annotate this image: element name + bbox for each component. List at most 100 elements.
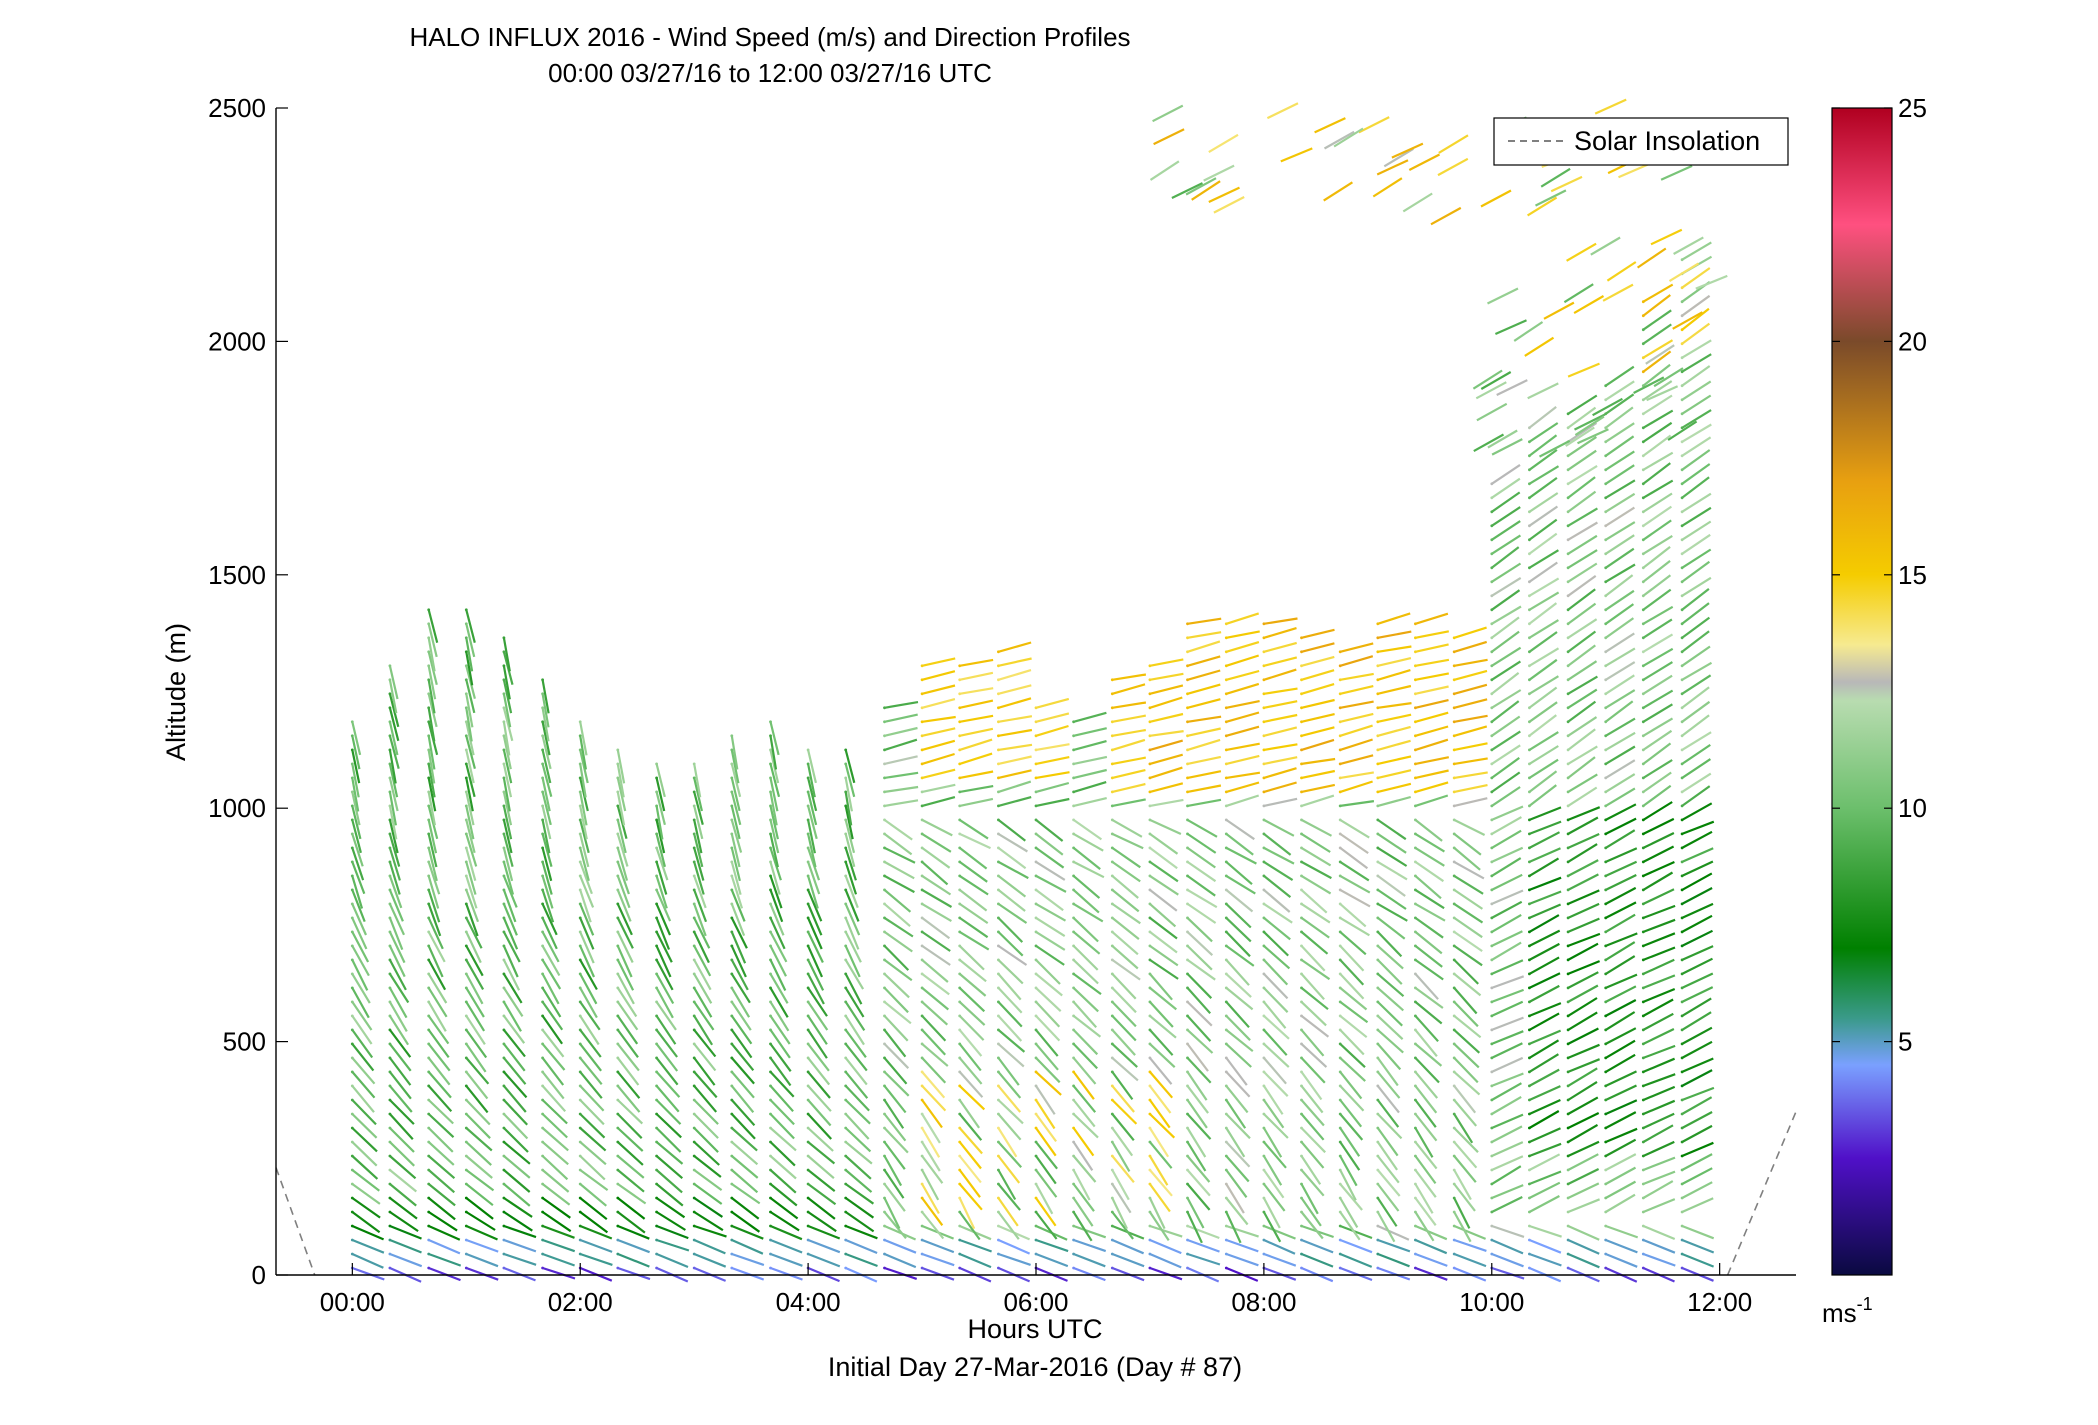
wind-vector-head: [464, 916, 468, 920]
wind-vector-head: [883, 916, 886, 920]
wind-vector-head: [388, 762, 392, 766]
wind-vector-head: [1528, 496, 1531, 500]
wind-vector-head: [1300, 706, 1303, 710]
wind-vector-head: [1604, 608, 1608, 612]
wind-vector: [1035, 1211, 1058, 1240]
wind-vector-head: [1528, 818, 1531, 822]
wind-vector: [730, 1071, 755, 1099]
chart-subtitle: 00:00 03/27/16 to 12:00 03/27/16 UTC: [548, 58, 992, 88]
wind-vector-head: [1641, 972, 1645, 976]
wind-vector: [1414, 1071, 1439, 1099]
wind-vector: [1491, 771, 1521, 793]
wind-vector: [1225, 818, 1255, 841]
wind-vector: [1605, 617, 1635, 639]
wind-vector-head: [1452, 1238, 1456, 1242]
wind-vector-head: [1604, 1056, 1608, 1060]
wind-vector-head: [1680, 1084, 1684, 1088]
wind-vector: [1605, 932, 1638, 947]
wind-vector: [1681, 560, 1711, 583]
solar-insolation-segment: [1726, 1111, 1797, 1276]
wind-vector-head: [655, 874, 658, 878]
wind-vector: [503, 1113, 529, 1140]
wind-vector: [541, 1015, 564, 1045]
wind-vector-head: [1148, 1098, 1152, 1102]
wind-vector-head: [1528, 636, 1531, 640]
wind-vector: [1035, 959, 1061, 985]
wind-vector-head: [883, 1126, 886, 1130]
wind-vector: [465, 1183, 494, 1207]
wind-vector-head: [1604, 1070, 1608, 1074]
wind-vector-head: [769, 1196, 772, 1200]
wind-vector: [1112, 714, 1147, 723]
wind-vector: [388, 903, 406, 936]
wind-vector-head: [1148, 1224, 1152, 1228]
wind-vector-head: [350, 1210, 354, 1214]
wind-vector: [389, 1141, 415, 1167]
wind-vector-head: [1300, 1056, 1303, 1060]
y-tick-label: 0: [252, 1260, 266, 1290]
wind-vector-head: [920, 776, 924, 780]
wind-vector: [541, 735, 552, 770]
wind-vector-head: [427, 1210, 431, 1214]
wind-vector: [1072, 1043, 1098, 1070]
wind-vector: [1186, 1043, 1209, 1072]
wind-vector: [1645, 344, 1675, 365]
wind-vector: [655, 763, 666, 798]
wind-vector-head: [1300, 1070, 1303, 1074]
wind-vector: [1567, 1123, 1599, 1143]
wind-vector: [1528, 549, 1559, 569]
wind-vector: [1186, 1099, 1208, 1129]
wind-vector: [693, 1224, 727, 1238]
wind-vector: [1111, 973, 1137, 1000]
wind-vector: [1415, 1266, 1448, 1281]
wind-vector-head: [1604, 748, 1608, 752]
wind-vector: [579, 1001, 601, 1031]
wind-vector: [1339, 860, 1370, 882]
wind-vector-head: [388, 1252, 392, 1256]
wind-vector-head: [1528, 692, 1531, 696]
wind-vector-head: [1110, 1084, 1114, 1088]
wind-vector-head: [427, 902, 431, 906]
wind-vector-head: [1262, 1014, 1266, 1018]
wind-vector: [655, 1001, 677, 1031]
wind-vector: [1567, 745, 1598, 765]
wind-vector-head: [1566, 1168, 1570, 1172]
wind-vector-head: [578, 1056, 582, 1060]
wind-vector-head: [883, 776, 886, 780]
wind-vector: [959, 727, 994, 737]
wind-vector-head: [997, 846, 1000, 850]
wind-vector: [1372, 177, 1403, 198]
wind-vector-head: [1680, 552, 1684, 556]
wind-vector-head: [1528, 972, 1531, 976]
wind-vector-head: [1452, 972, 1456, 976]
wind-vector: [503, 1099, 529, 1126]
wind-vector: [1414, 1043, 1443, 1067]
wind-vector-head: [1490, 496, 1494, 500]
wind-vector: [1377, 684, 1412, 695]
wind-vector: [1605, 1193, 1636, 1213]
wind-vector: [351, 1071, 376, 1099]
wind-vector-head: [730, 1224, 734, 1228]
wind-vector: [1111, 875, 1139, 899]
wind-vector: [730, 1099, 756, 1127]
wind-vector: [807, 1043, 830, 1072]
wind-vector: [958, 1043, 982, 1072]
wind-vector: [1112, 701, 1147, 709]
wind-vector-head: [350, 986, 354, 990]
wind-vector: [579, 1252, 613, 1266]
wind-vector-head: [1641, 412, 1645, 416]
wind-vector-head: [1072, 804, 1075, 808]
wind-vector: [427, 959, 447, 991]
wind-vector: [807, 1113, 833, 1140]
wind-vector-head: [1490, 650, 1494, 654]
wind-vector-head: [806, 986, 810, 990]
wind-vector: [807, 945, 824, 978]
wind-vector: [1681, 1096, 1713, 1115]
wind-vector-head: [883, 930, 886, 934]
wind-vector-head: [1262, 1224, 1266, 1228]
wind-vector: [1339, 655, 1374, 667]
wind-vector-head: [1604, 720, 1608, 724]
wind-vector: [1605, 1252, 1638, 1268]
wind-vector-head: [1072, 916, 1075, 920]
wind-vector: [1528, 731, 1559, 751]
